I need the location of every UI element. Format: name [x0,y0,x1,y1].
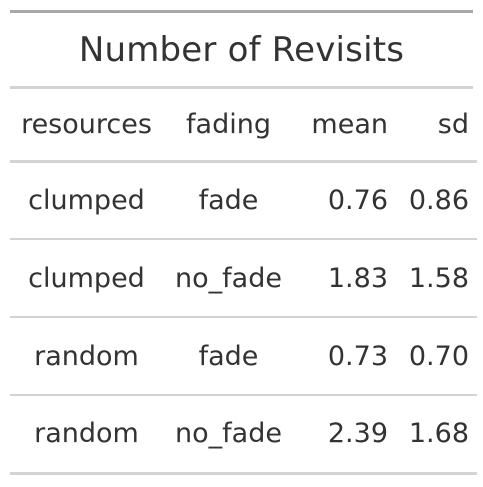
cell-resources: random [10,316,163,395]
column-header-fading: fading [163,89,294,163]
column-header-resources: resources [10,89,163,163]
table-top-rule [10,10,473,13]
data-table: resources fading mean sd clumped fade 0.… [10,89,477,475]
cell-fading: fade [163,316,294,395]
cell-sd: 0.86 [408,184,469,216]
table-row: clumped fade 0.76 0.86 [10,161,477,239]
cell-resources: clumped [10,238,163,317]
summary-table: Number of Revisits resources fading mean… [10,10,477,475]
cell-resources: random [10,394,163,475]
table-title: Number of Revisits [10,13,473,89]
cell-mean: 2.39 [294,394,391,475]
column-header-sd: sd [391,89,477,163]
cell-mean: 1.83 [294,238,391,317]
header-row: resources fading mean sd [10,89,477,163]
cell-sd: 1.58 [391,238,477,317]
cell-fading: no_fade [163,238,294,317]
table-row: random fade 0.73 0.70 [10,316,477,395]
cell-mean: 0.73 [294,316,391,395]
table-row: random no_fade 2.39 1.68 [10,394,477,475]
cell-resources: clumped [28,184,145,216]
cell-sd: 1.68 [391,394,477,475]
cell-fading: fade [198,184,259,216]
cell-sd: 0.70 [391,316,477,395]
cell-mean: 0.76 [327,184,388,216]
column-header-mean: mean [294,89,391,163]
cell-fading: no_fade [163,394,294,475]
table-row: clumped no_fade 1.83 1.58 [10,238,477,317]
